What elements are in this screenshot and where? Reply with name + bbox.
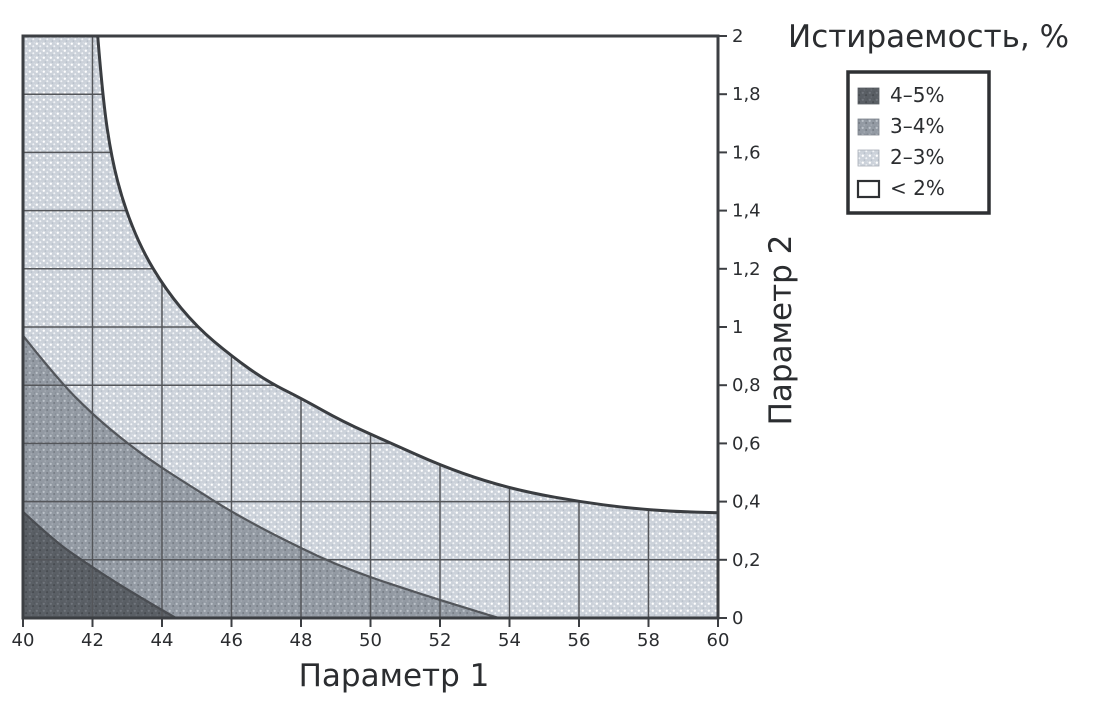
y-tick-label: 0,8 — [732, 375, 761, 396]
legend-entry-label: 4–5% — [890, 83, 944, 107]
y-tick-label: 1 — [732, 317, 743, 338]
white-region-fill — [97, 36, 718, 513]
x-tick-label: 48 — [290, 630, 313, 651]
y-tick-labels: 0 0,2 0,4 0,6 0,8 1 1,2 1,4 1,6 1,8 2 — [732, 26, 761, 629]
boundary-3-4 — [22, 335, 500, 620]
legend-entry: 2–3% — [857, 145, 944, 169]
boundary-4-5 — [22, 510, 177, 619]
y-tick-label: 1,8 — [732, 84, 761, 105]
y-tick-label: 2 — [732, 26, 743, 47]
legend-entry-label: 2–3% — [890, 145, 944, 169]
y-tick-label: 0,4 — [732, 492, 761, 513]
region-lt2-fill — [97, 36, 718, 513]
legend-entry: 3–4% — [857, 114, 944, 138]
x-tick-labels: 40 42 44 46 48 50 52 54 56 58 60 — [12, 630, 730, 651]
legend-swatch-3-4-icon — [857, 118, 880, 136]
region-4-5-fill — [23, 511, 176, 618]
legend-entry-label: < 2% — [890, 176, 945, 200]
y-axis-title: Параметр 2 — [763, 235, 799, 426]
y-tick-label: 1,6 — [732, 142, 761, 163]
legend: Истираемость, % 4–5% 3–4% 2–3% < 2% — [788, 19, 1069, 215]
y-tick-label: 1,2 — [732, 259, 761, 280]
legend-entry: 4–5% — [857, 83, 944, 107]
y-tick-label: 0 — [732, 608, 743, 629]
x-tick-label: 58 — [637, 630, 660, 651]
legend-title: Истираемость, % — [788, 19, 1069, 55]
legend-swatch-4-5-icon — [857, 87, 880, 105]
legend-swatch-2-3-icon — [857, 149, 880, 167]
legend-entry-label: 3–4% — [890, 114, 944, 138]
y-tick-label: 0,6 — [732, 433, 761, 454]
x-tick-label: 44 — [151, 630, 174, 651]
x-tick-label: 46 — [220, 630, 243, 651]
x-tick-label: 40 — [12, 630, 35, 651]
region-3-4-fill — [23, 335, 500, 618]
x-tick-label: 60 — [707, 630, 730, 651]
x-tick-label: 54 — [498, 630, 521, 651]
boundary-lt2 — [96, 35, 719, 515]
plot-frame-and-ticks — [21, 34, 727, 627]
x-tick-label: 50 — [359, 630, 382, 651]
x-axis-title: Параметр 1 — [299, 658, 490, 694]
region-fills — [23, 335, 500, 618]
legend-swatch-lt2-icon — [856, 179, 881, 199]
y-tick-label: 0,2 — [732, 550, 761, 571]
legend-entry: < 2% — [856, 176, 945, 200]
x-tick-label: 42 — [81, 630, 104, 651]
region-boundary-lines — [22, 35, 719, 620]
y-tick-label: 1,4 — [732, 201, 761, 222]
x-tick-label: 56 — [568, 630, 591, 651]
x-tick-label: 52 — [429, 630, 452, 651]
